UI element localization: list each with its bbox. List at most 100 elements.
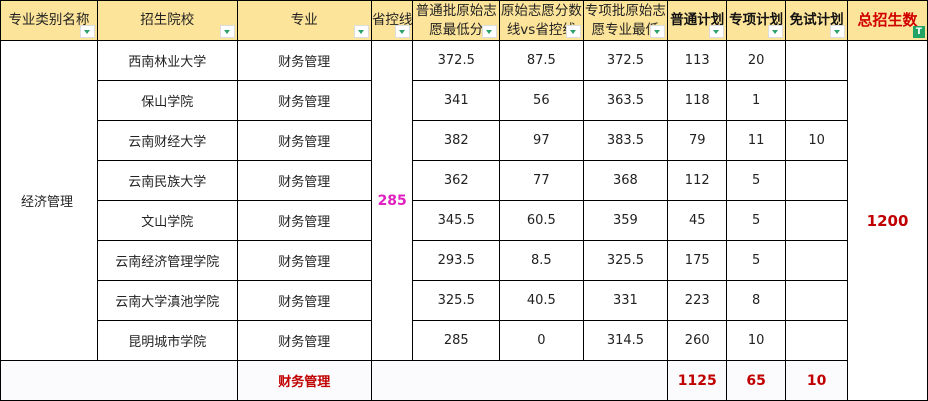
header-exempt-plan[interactable]: 免试计划 (785, 0, 849, 41)
major-cell[interactable]: 财务管理 (236, 40, 372, 81)
exempt-plan-cell[interactable]: 10 (785, 120, 849, 161)
exempt-plan-cell[interactable] (785, 240, 849, 281)
exempt-plan-cell[interactable] (785, 200, 849, 241)
major-cell[interactable]: 财务管理 (236, 80, 372, 121)
exempt-plan-cell[interactable] (785, 280, 849, 321)
ordinary-min-cell[interactable]: 285 (412, 320, 501, 361)
filter-dropdown-icon[interactable] (565, 25, 581, 38)
diff-cell[interactable]: 40.5 (499, 280, 584, 321)
ordinary-plan-cell[interactable]: 118 (667, 80, 728, 121)
filter-dropdown-icon[interactable] (79, 25, 95, 38)
ordinary-min-cell[interactable]: 382 (412, 120, 501, 161)
totals-special-plan-cell[interactable]: 65 (726, 360, 787, 401)
major-cell[interactable]: 财务管理 (236, 120, 372, 161)
header-total[interactable]: 总招生数 T (847, 0, 928, 41)
exempt-plan-cell[interactable] (785, 160, 849, 201)
header-school[interactable]: 招生院校 (96, 0, 238, 41)
major-cell[interactable]: 财务管理 (236, 280, 372, 321)
special-plan-cell[interactable]: 11 (726, 120, 787, 161)
special-plan-cell[interactable]: 20 (726, 40, 787, 81)
totals-blank-cell[interactable] (370, 360, 669, 401)
header-special-min[interactable]: 专项批原始志愿专业最低 (582, 0, 669, 41)
header-category[interactable]: 专业类别名称 (0, 0, 98, 41)
filter-dropdown-icon[interactable] (395, 25, 411, 38)
table-row: 昆明城市学院 财务管理 285 0 314.5 260 10 (1, 320, 928, 361)
filter-dropdown-icon[interactable] (650, 25, 666, 38)
special-plan-cell[interactable]: 10 (726, 320, 787, 361)
special-plan-cell[interactable]: 5 (726, 200, 787, 241)
diff-cell[interactable]: 0 (499, 320, 584, 361)
school-cell[interactable]: 云南大学滇池学院 (96, 280, 238, 321)
control-line-cell[interactable]: 285 (370, 40, 414, 361)
header-ordinary-min[interactable]: 普通批原始志愿最低分 (412, 0, 501, 41)
major-cell[interactable]: 财务管理 (236, 160, 372, 201)
special-min-cell[interactable]: 383.5 (582, 120, 669, 161)
ordinary-plan-cell[interactable]: 260 (667, 320, 728, 361)
special-min-cell[interactable]: 368 (582, 160, 669, 201)
major-cell[interactable]: 财务管理 (236, 200, 372, 241)
special-min-cell[interactable]: 314.5 (582, 320, 669, 361)
special-min-cell[interactable]: 372.5 (582, 40, 669, 81)
exempt-plan-cell[interactable] (785, 80, 849, 121)
header-major[interactable]: 专业 (236, 0, 372, 41)
school-cell[interactable]: 西南林业大学 (96, 40, 238, 81)
ordinary-plan-cell[interactable]: 45 (667, 200, 728, 241)
special-plan-cell[interactable]: 5 (726, 240, 787, 281)
header-control-line[interactable]: 省控线 (370, 0, 414, 41)
header-diff[interactable]: 原始志愿分数线vs省控线 (499, 0, 584, 41)
ordinary-min-cell[interactable]: 293.5 (412, 240, 501, 281)
special-min-cell[interactable]: 331 (582, 280, 669, 321)
totals-major-cell[interactable]: 财务管理 (236, 360, 372, 401)
totals-blank-cell[interactable] (0, 360, 238, 401)
special-min-cell[interactable]: 363.5 (582, 80, 669, 121)
exempt-plan-cell[interactable] (785, 320, 849, 361)
filter-dropdown-icon[interactable] (830, 25, 846, 38)
filter-dropdown-icon[interactable] (768, 25, 784, 38)
exempt-plan-cell[interactable] (785, 40, 849, 81)
totals-ordinary-plan-cell[interactable]: 1125 (667, 360, 728, 401)
major-cell[interactable]: 财务管理 (236, 240, 372, 281)
special-plan-cell[interactable]: 5 (726, 160, 787, 201)
filter-dropdown-icon[interactable] (353, 25, 369, 38)
ordinary-min-cell[interactable]: 362 (412, 160, 501, 201)
filter-dropdown-icon[interactable] (482, 25, 498, 38)
ordinary-plan-cell[interactable]: 223 (667, 280, 728, 321)
school-cell[interactable]: 云南民族大学 (96, 160, 238, 201)
header-row: 专业类别名称 招生院校 专业 省控线 普通批原始志愿最低分 原始志愿分数线vs省… (0, 0, 928, 41)
total-enrollment-cell[interactable]: 1200 (847, 40, 928, 401)
category-cell[interactable]: 经济管理 (0, 40, 98, 361)
ordinary-plan-cell[interactable]: 113 (667, 40, 728, 81)
totals-exempt-plan-cell[interactable]: 10 (785, 360, 849, 401)
diff-cell[interactable]: 8.5 (499, 240, 584, 281)
special-plan-cell[interactable]: 8 (726, 280, 787, 321)
table-row: 云南财经大学 财务管理 382 97 383.5 79 11 10 (1, 120, 928, 161)
ordinary-plan-cell[interactable]: 175 (667, 240, 728, 281)
school-cell[interactable]: 云南财经大学 (96, 120, 238, 161)
filter-dropdown-icon[interactable] (219, 25, 235, 38)
school-cell[interactable]: 文山学院 (96, 200, 238, 241)
diff-cell[interactable]: 56 (499, 80, 584, 121)
school-cell[interactable]: 昆明城市学院 (96, 320, 238, 361)
diff-cell[interactable]: 87.5 (499, 40, 584, 81)
table-row: 云南民族大学 财务管理 362 77 368 112 5 (1, 160, 928, 201)
diff-cell[interactable]: 77 (499, 160, 584, 201)
special-plan-cell[interactable]: 1 (726, 80, 787, 121)
school-cell[interactable]: 云南经济管理学院 (96, 240, 238, 281)
special-min-cell[interactable]: 325.5 (582, 240, 669, 281)
filter-dropdown-icon[interactable] (709, 25, 725, 38)
diff-cell[interactable]: 60.5 (499, 200, 584, 241)
table-row: 云南经济管理学院 财务管理 293.5 8.5 325.5 175 5 (1, 240, 928, 281)
ordinary-min-cell[interactable]: 372.5 (412, 40, 501, 81)
diff-cell[interactable]: 97 (499, 120, 584, 161)
ordinary-min-cell[interactable]: 325.5 (412, 280, 501, 321)
major-cell[interactable]: 财务管理 (236, 320, 372, 361)
special-min-cell[interactable]: 359 (582, 200, 669, 241)
ordinary-plan-cell[interactable]: 112 (667, 160, 728, 201)
header-special-plan[interactable]: 专项计划 (726, 0, 787, 41)
school-cell[interactable]: 保山学院 (96, 80, 238, 121)
ordinary-plan-cell[interactable]: 79 (667, 120, 728, 161)
ordinary-min-cell[interactable]: 345.5 (412, 200, 501, 241)
ordinary-min-cell[interactable]: 341 (412, 80, 501, 121)
header-ordinary-plan[interactable]: 普通计划 (667, 0, 728, 41)
active-filter-icon[interactable]: T (913, 26, 925, 38)
